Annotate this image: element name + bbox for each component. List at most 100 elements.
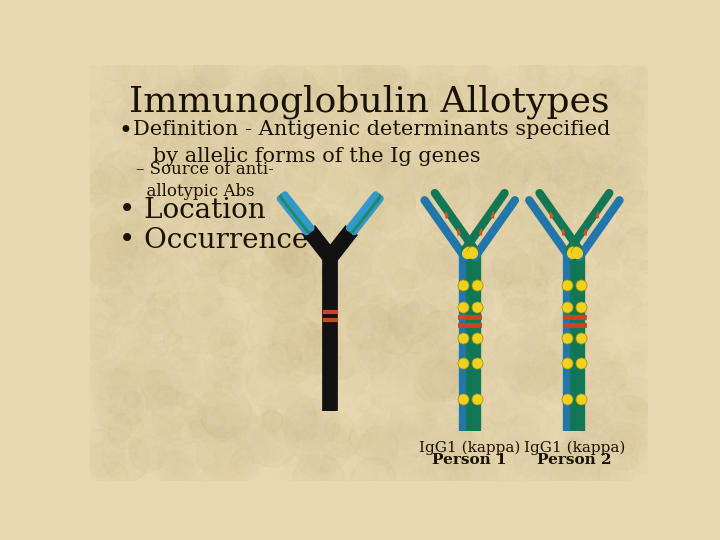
Circle shape — [250, 262, 267, 279]
Text: Definition - Antigenic determinants specified
   by allelic forms of the Ig gene: Definition - Antigenic determinants spec… — [132, 120, 610, 166]
Circle shape — [330, 356, 354, 379]
Circle shape — [120, 167, 161, 208]
Circle shape — [592, 453, 627, 488]
Circle shape — [221, 358, 248, 386]
Circle shape — [556, 276, 581, 302]
Circle shape — [202, 392, 252, 442]
Circle shape — [601, 92, 644, 134]
Circle shape — [423, 168, 469, 214]
Circle shape — [586, 370, 606, 390]
Circle shape — [157, 432, 170, 445]
Circle shape — [240, 306, 293, 358]
Circle shape — [234, 98, 262, 125]
Circle shape — [158, 451, 194, 487]
Circle shape — [435, 349, 464, 379]
Circle shape — [497, 148, 534, 185]
Circle shape — [265, 245, 285, 265]
Circle shape — [160, 397, 174, 411]
Circle shape — [126, 294, 176, 345]
Polygon shape — [551, 212, 553, 218]
Circle shape — [180, 306, 229, 354]
Circle shape — [469, 341, 514, 386]
Circle shape — [593, 239, 618, 265]
Circle shape — [233, 346, 282, 395]
Circle shape — [421, 310, 460, 349]
Circle shape — [213, 383, 221, 391]
Circle shape — [567, 227, 582, 241]
Circle shape — [495, 350, 526, 381]
Circle shape — [444, 359, 464, 379]
Circle shape — [230, 187, 270, 227]
Circle shape — [316, 286, 348, 318]
Circle shape — [262, 221, 307, 266]
Circle shape — [268, 315, 321, 368]
Circle shape — [111, 163, 121, 173]
Circle shape — [512, 365, 531, 383]
Text: IgG1 (kappa): IgG1 (kappa) — [419, 441, 521, 455]
Circle shape — [116, 410, 138, 433]
Circle shape — [219, 260, 246, 287]
Circle shape — [372, 199, 386, 213]
Circle shape — [312, 325, 349, 361]
Text: IgG1 (kappa): IgG1 (kappa) — [523, 441, 625, 455]
Circle shape — [320, 428, 348, 456]
Circle shape — [264, 391, 316, 443]
Circle shape — [108, 413, 145, 449]
Circle shape — [582, 153, 624, 195]
Circle shape — [605, 369, 620, 384]
Circle shape — [413, 118, 457, 162]
Polygon shape — [584, 229, 586, 235]
Circle shape — [616, 191, 661, 235]
Circle shape — [168, 322, 205, 359]
Circle shape — [361, 228, 371, 238]
Circle shape — [96, 147, 114, 165]
Circle shape — [546, 181, 574, 210]
Circle shape — [639, 146, 653, 161]
Circle shape — [72, 189, 114, 232]
Circle shape — [384, 239, 433, 288]
Circle shape — [137, 348, 145, 356]
Circle shape — [258, 112, 304, 158]
Circle shape — [160, 85, 213, 137]
Circle shape — [563, 323, 589, 349]
Circle shape — [336, 171, 346, 180]
Polygon shape — [480, 229, 482, 235]
Circle shape — [560, 378, 607, 424]
Circle shape — [146, 194, 158, 206]
Text: • Location: • Location — [120, 197, 266, 224]
Circle shape — [353, 390, 374, 412]
Circle shape — [310, 103, 328, 121]
Circle shape — [377, 414, 397, 434]
Circle shape — [250, 267, 262, 279]
Circle shape — [109, 386, 148, 425]
Polygon shape — [446, 212, 448, 218]
Circle shape — [419, 349, 472, 401]
Text: • Occurrence: • Occurrence — [120, 226, 309, 253]
Circle shape — [313, 208, 329, 224]
Circle shape — [474, 163, 506, 194]
Circle shape — [549, 204, 559, 214]
Circle shape — [438, 417, 475, 455]
Circle shape — [120, 352, 145, 377]
Circle shape — [475, 393, 487, 404]
Circle shape — [305, 157, 327, 179]
Circle shape — [231, 168, 240, 177]
Circle shape — [560, 294, 605, 338]
Circle shape — [145, 89, 172, 116]
Circle shape — [475, 119, 500, 144]
Circle shape — [415, 380, 433, 397]
Circle shape — [581, 220, 601, 241]
Circle shape — [377, 65, 411, 99]
Circle shape — [453, 380, 474, 401]
Circle shape — [250, 217, 276, 243]
Circle shape — [503, 298, 528, 323]
Circle shape — [552, 314, 585, 347]
Circle shape — [211, 113, 225, 127]
Circle shape — [209, 403, 248, 442]
Circle shape — [97, 151, 144, 198]
Text: •: • — [120, 120, 141, 143]
Circle shape — [557, 144, 585, 171]
Text: Immunoglobulin Allotypes: Immunoglobulin Allotypes — [129, 84, 609, 119]
Circle shape — [358, 54, 407, 102]
Circle shape — [459, 292, 474, 307]
